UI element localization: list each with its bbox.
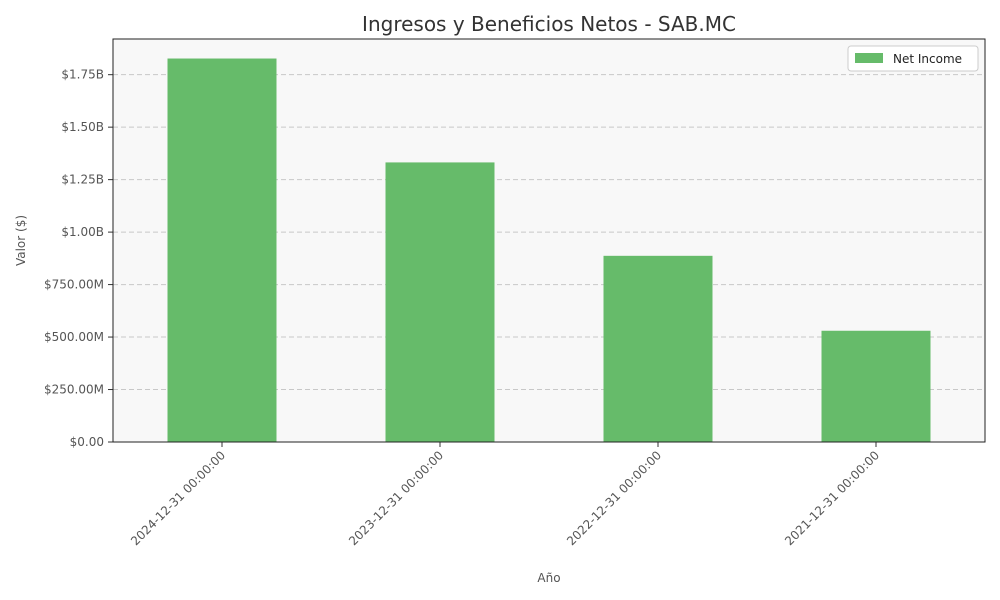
y-tick-label: $1.75B: [61, 68, 104, 82]
y-axis-label: Valor ($): [14, 215, 28, 266]
plot-frame: [112, 38, 986, 443]
bar: [167, 58, 277, 442]
x-tick-label: 2021-12-31 00:00:00: [782, 448, 882, 548]
y-tick-label: $0.00: [70, 435, 104, 449]
y-tick-label: $1.25B: [61, 173, 104, 187]
y-tick-label: $1.00B: [61, 225, 104, 239]
y-tick-label: $1.50B: [61, 120, 104, 134]
legend: Net Income: [847, 45, 979, 72]
y-tick-label: $250.00M: [44, 383, 104, 397]
bars: [167, 58, 931, 442]
x-tick-label: 2024-12-31 00:00:00: [128, 448, 228, 548]
bar: [603, 255, 713, 442]
legend-box: [847, 45, 979, 72]
y-tick-label: $750.00M: [44, 278, 104, 292]
legend-swatch: [855, 53, 883, 63]
legend-label: Net Income: [893, 52, 962, 66]
y-tick-label: $500.00M: [44, 330, 104, 344]
x-axis-label: Año: [537, 571, 560, 585]
x-tick-label: 2023-12-31 00:00:00: [346, 448, 446, 548]
chart-title: Ingresos y Beneficios Netos - SAB.MC: [362, 12, 736, 36]
x-tick-label: 2022-12-31 00:00:00: [564, 448, 664, 548]
bar: [385, 162, 495, 442]
bar: [821, 330, 931, 442]
